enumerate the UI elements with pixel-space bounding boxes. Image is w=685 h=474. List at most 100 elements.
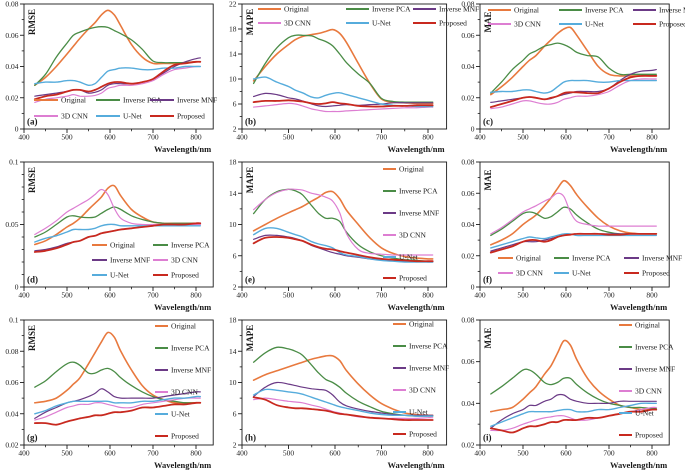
legend-label: Original <box>514 6 539 15</box>
legend-item-u-net: U-Net <box>155 410 191 419</box>
panel-label: (a) <box>27 117 38 127</box>
legend-item-inverse-mnf: Inverse MNF <box>383 209 439 218</box>
panel-label: (d) <box>27 275 38 285</box>
x-axis-title: Wavelength/nm <box>610 302 667 312</box>
legend-label: Original <box>61 96 86 105</box>
legend-item-3d-cnn: 3D CNN <box>153 256 198 265</box>
x-tick-label: 400 <box>474 291 486 300</box>
legend-item-inverse-mnf: Inverse MNF <box>413 5 479 14</box>
legend-label: Proposed <box>409 430 437 439</box>
legend-item-3d-cnn: 3D CNN <box>155 388 198 397</box>
series-line-proposed <box>33 401 202 426</box>
axes-b: 400 500 600 700 800 2 6 10 14 18 22 <box>229 0 434 142</box>
y-axis-title: MAE <box>483 170 493 191</box>
x-tick-label: 700 <box>603 291 615 300</box>
plot-box <box>479 3 670 130</box>
y-tick-label: 0.08 <box>5 347 18 356</box>
legend-item-inverse-pca: Inverse PCA <box>155 344 210 353</box>
series-group <box>33 9 202 103</box>
legend-item-3d-cnn: 3D CNN <box>619 387 662 396</box>
legend-item-inverse-pca: Inverse PCA <box>619 343 674 352</box>
y-tick-label: 6 <box>233 409 237 418</box>
y-tick-label: 0 <box>15 125 19 134</box>
y-tick-label: 0.1 <box>9 158 19 167</box>
x-tick-label: 400 <box>18 449 30 458</box>
plot-box <box>241 319 448 446</box>
y-tick-label: 0.08 <box>461 0 474 9</box>
legend-b: Original Inverse PCA Inverse MNF 3D CNN U-Ne… <box>258 5 479 28</box>
legend-item-original: Original <box>383 165 424 174</box>
legend-label: Inverse PCA <box>635 343 674 352</box>
x-tick-label: 500 <box>283 133 295 142</box>
legend-label: Inverse MNF <box>177 96 217 105</box>
axes-g: 400 500 600 700 800 0.02 0.04 0.06 0.08 0.1 <box>5 316 202 458</box>
chart-panel-a: 400 500 600 700 800 0 0.02 0.04 0.06 0.08 RMSE Wave… <box>5 0 217 154</box>
series-line-u-net <box>490 79 657 94</box>
legend-item-inverse-pca: Inverse PCA <box>383 187 438 196</box>
series-line-original <box>34 9 202 87</box>
legend-label: Original <box>409 320 434 329</box>
legend-item-u-net: U-Net <box>393 408 429 417</box>
y-axis-title: MAE <box>483 12 493 33</box>
x-axis-title: Wavelength/nm <box>387 144 444 154</box>
legend-item-inverse-mnf: Inverse MNF <box>393 364 449 373</box>
chart-panel-b: 400 500 600 700 800 2 6 10 14 18 22 MAPE Wavelength/… <box>229 0 479 154</box>
legend-a: Original Inverse PCA Inverse MNF 3D CNN U-Ne… <box>34 96 217 121</box>
legend-item-proposed: Proposed <box>413 19 467 28</box>
series-line-original <box>490 26 658 96</box>
legend-item-inverse-mnf: Inverse MNF <box>150 96 217 105</box>
panel-label: (b) <box>245 117 256 127</box>
x-tick-label: 400 <box>236 291 248 300</box>
x-tick-label: 800 <box>190 133 202 142</box>
series-line-inverse-pca <box>490 368 657 410</box>
x-tick-label: 700 <box>147 449 159 458</box>
legend-d: Original Inverse PCA Inverse MNF 3D CNN U-Ne… <box>92 241 210 280</box>
legend-item-original: Original <box>498 254 541 263</box>
legend-item-inverse-mnf: Inverse MNF <box>619 365 675 374</box>
y-tick-label: 0.05 <box>5 220 18 229</box>
legend-item-inverse-pca: Inverse PCA <box>153 241 210 250</box>
x-tick-label: 800 <box>422 449 434 458</box>
panel-label: (i) <box>483 433 492 443</box>
x-axis-title: Wavelength/nm <box>610 460 667 470</box>
axes-f: 400 500 600 700 800 0 0.02 0.04 0.06 0.08 <box>461 158 658 300</box>
legend-label: Inverse MNF <box>642 254 682 263</box>
legend-g: Original Inverse PCA Inverse MNF 3D CNN U-Ne… <box>155 322 211 441</box>
x-axis-title: Wavelength/nm <box>154 460 211 470</box>
y-tick-label: 0.1 <box>9 316 19 325</box>
legend-label: U-Net <box>635 409 655 418</box>
legend-item-proposed: Proposed <box>624 269 670 278</box>
series-line-original <box>490 179 658 246</box>
legend-label: Inverse PCA <box>372 5 411 14</box>
legend-label: Inverse MNF <box>409 364 449 373</box>
series-line-inverse-pca <box>34 26 201 86</box>
y-tick-label: 2 <box>233 441 237 450</box>
chart-panel-e: 400 500 600 700 800 2 6 10 14 18 MAPE Wavelength/nm… <box>229 158 448 312</box>
series-group <box>489 26 658 110</box>
legend-label: 3D CNN <box>61 112 88 121</box>
x-tick-label: 700 <box>147 291 159 300</box>
series-line-inverse-mnf <box>253 381 434 416</box>
series-group <box>252 188 434 263</box>
axes-i: 400 500 600 700 800 0.02 0.04 0.06 0.08 <box>461 316 658 458</box>
chart-panel-g: 400 500 600 700 800 0.02 0.04 0.06 0.08 0.1 RMSE Wa… <box>5 316 214 470</box>
legend-item-u-net: U-Net <box>346 19 392 28</box>
x-tick-label: 400 <box>474 133 486 142</box>
y-tick-label: 6 <box>233 251 237 260</box>
legend-label: Inverse MNF <box>399 209 439 218</box>
y-tick-label: 6 <box>233 100 237 109</box>
y-tick-label: 0 <box>471 283 475 292</box>
series-line-original <box>252 28 434 105</box>
x-tick-label: 700 <box>603 133 615 142</box>
legend-label: Inverse MNF <box>439 5 479 14</box>
y-tick-label: 0.06 <box>461 357 474 366</box>
series-line-u-net <box>34 223 201 243</box>
legend-label: Inverse MNF <box>171 366 211 375</box>
legend-f: Original Inverse PCA Inverse MNF 3D CNN U-Ne… <box>498 254 682 278</box>
series-line-u-net <box>34 395 201 415</box>
legend-label: Inverse PCA <box>171 241 210 250</box>
series-line-inverse-mnf <box>253 92 434 108</box>
legend-e: Original Inverse PCA Inverse MNF 3D CNN U-Ne… <box>383 165 439 283</box>
x-tick-label: 500 <box>283 291 295 300</box>
